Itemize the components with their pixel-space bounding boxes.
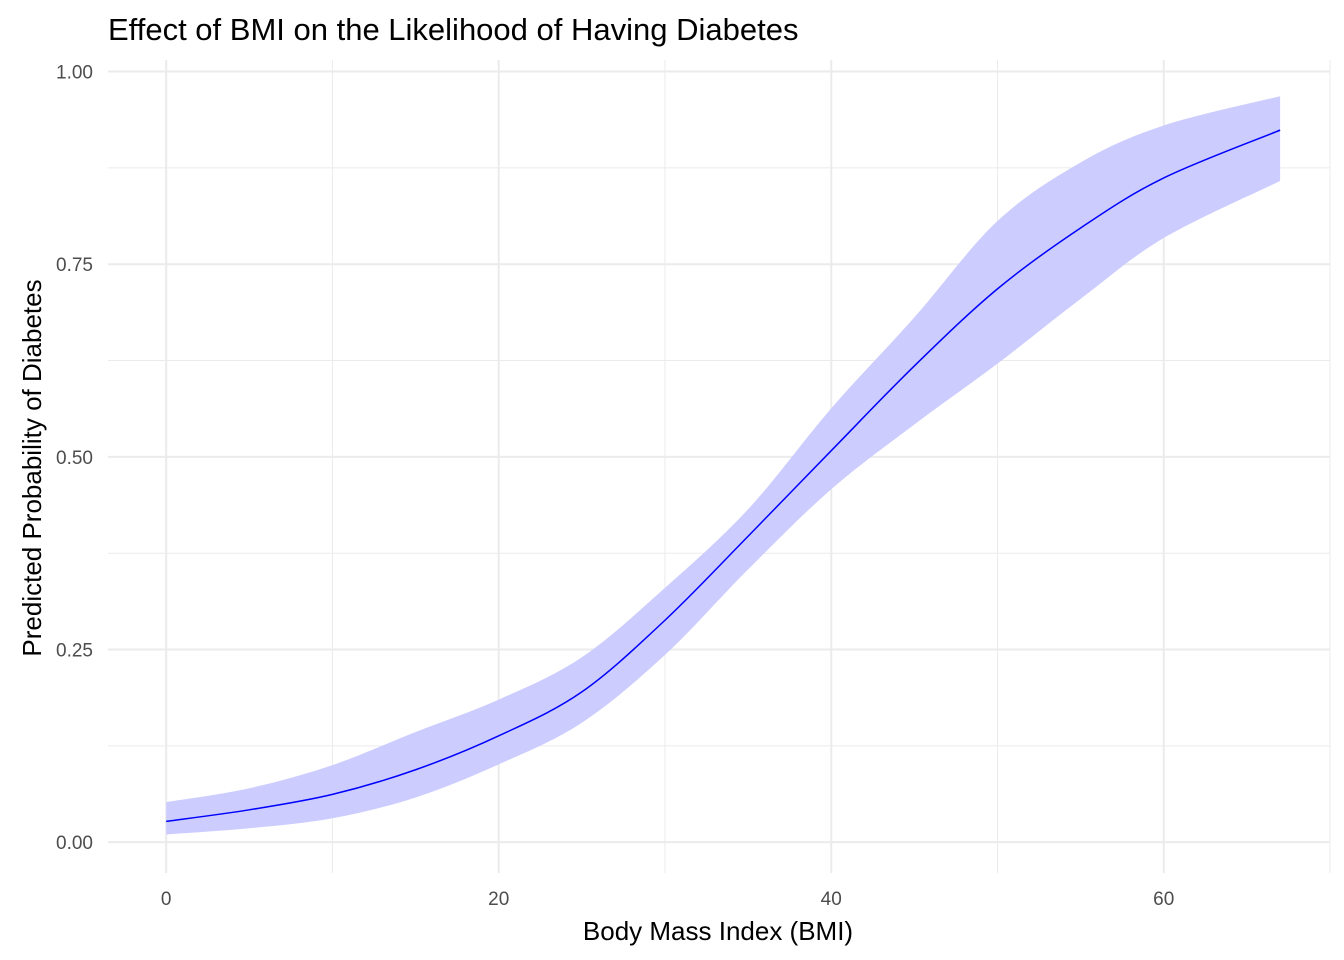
y-tick-label-0: 0.00 — [56, 833, 93, 854]
y-tick-label-2: 0.50 — [56, 448, 93, 469]
confidence-band — [166, 96, 1281, 835]
x-axis-ticks: 0 20 40 60 — [161, 889, 1174, 910]
x-tick-label-3: 60 — [1153, 889, 1174, 910]
confidence-band-layer — [166, 96, 1281, 835]
prediction-line — [166, 129, 1281, 823]
x-tick-label-1: 20 — [488, 889, 509, 910]
x-tick-label-0: 0 — [161, 889, 172, 910]
y-tick-label-1: 0.25 — [56, 641, 93, 662]
x-tick-label-2: 40 — [821, 889, 842, 910]
chart-title: Effect of BMI on the Likelihood of Havin… — [108, 12, 799, 47]
y-axis-title: Predicted Probability of Diabetes — [17, 279, 47, 656]
y-tick-label-4: 1.00 — [56, 63, 93, 84]
x-axis-title: Body Mass Index (BMI) — [583, 916, 853, 946]
y-axis-ticks: 0.00 0.25 0.50 0.75 1.00 — [56, 63, 93, 855]
y-tick-label-3: 0.75 — [56, 255, 93, 276]
prediction-line-layer — [166, 129, 1281, 823]
